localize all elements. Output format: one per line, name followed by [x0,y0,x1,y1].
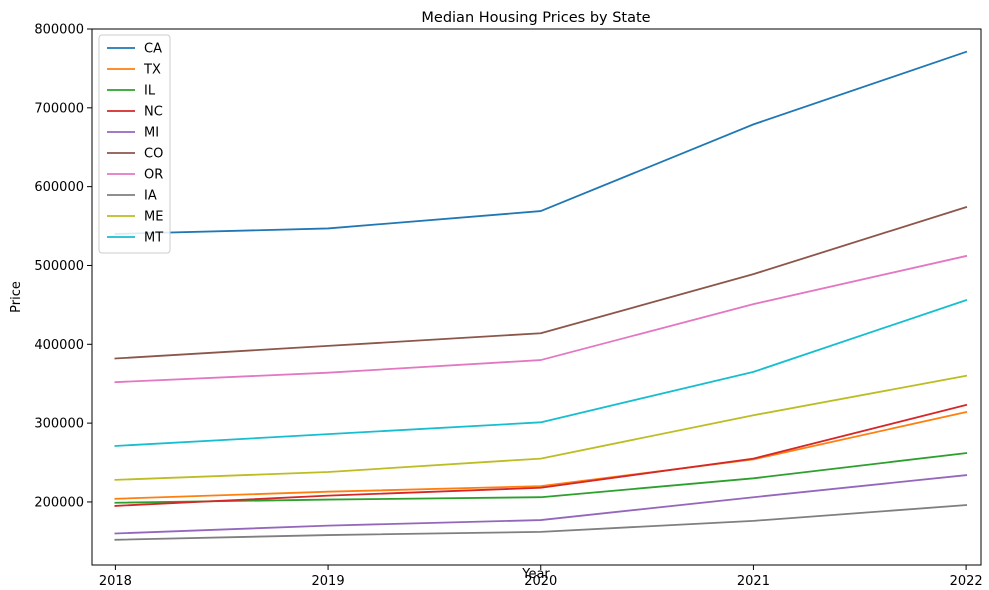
legend-label-il: IL [144,84,156,99]
series-line-nc [114,403,968,507]
legend: CA TX IL NC MI CO OR IA ME MT [98,34,171,254]
y-axis-label: Price [9,281,24,313]
x-tick-label-4: 2022 [950,574,983,589]
series-layer [114,50,968,541]
legend-label-ia: IA [144,189,157,204]
series-line-il [114,452,968,504]
x-tick-label-3: 2021 [737,574,770,589]
y-tick-label-2: 400000 [34,338,84,353]
plot-area [91,28,982,566]
series-line-co [114,206,968,360]
series-line-mt [114,299,968,447]
axes-border [91,28,982,566]
series-line-or [114,254,968,384]
series-line-tx [114,411,968,500]
y-tick-label-4: 600000 [34,180,84,195]
y-tick-label-0: 200000 [34,495,84,510]
x-tick-label-0: 2018 [99,574,132,589]
y-tick-label-3: 500000 [34,259,84,274]
x-axis-label: Year [521,567,550,582]
x-tick-label-2: 2020 [524,574,557,589]
legend-label-mi: MI [144,126,159,141]
y-tick-label-5: 700000 [34,101,84,116]
series-line-mi [114,474,968,535]
legend-label-co: CO [144,147,163,162]
y-tick-label-6: 800000 [34,23,84,38]
legend-label-tx: TX [143,63,161,78]
series-line-ca [114,50,968,235]
y-axis: 200000 300000 400000 500000 600000 700000 8000… [34,23,92,510]
y-tick-label-1: 300000 [34,417,84,432]
legend-label-ca: CA [144,42,162,57]
series-line-ia [114,504,968,541]
legend-label-nc: NC [144,105,163,120]
series-line-me [114,374,968,481]
plot-frame [92,29,981,565]
legend-label-or: OR [144,168,163,183]
x-axis: 2018 2019 2020 2021 2022 [99,565,983,589]
chart-title: Median Housing Prices by State [421,10,650,26]
legend-label-mt: MT [144,231,163,246]
x-tick-label-1: 2019 [312,574,345,589]
legend-label-me: ME [144,210,163,225]
